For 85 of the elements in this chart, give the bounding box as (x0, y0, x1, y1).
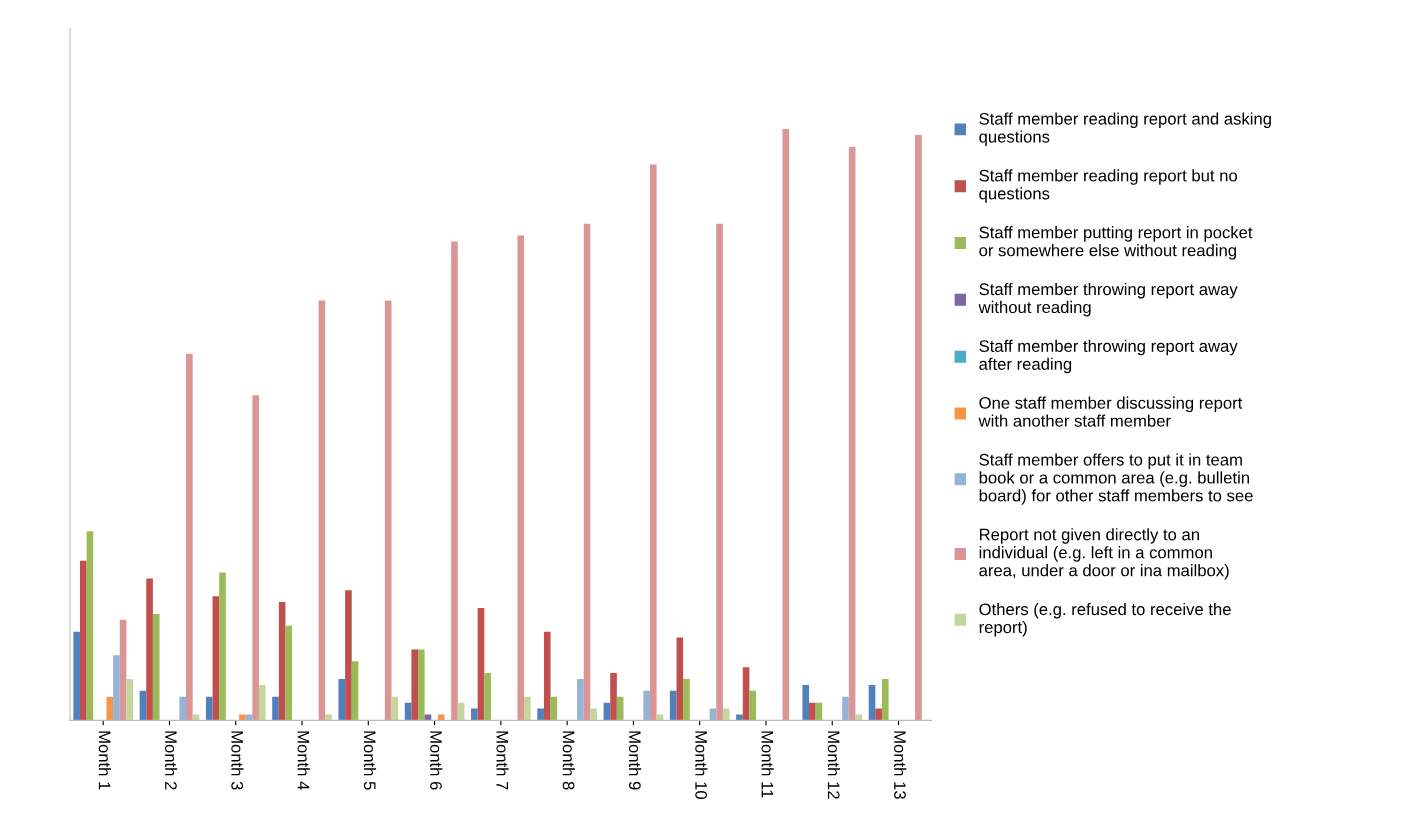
bar (252, 395, 259, 721)
legend-label: Staff member throwing report away without reading (978, 282, 1238, 317)
x-tick-label: Month 2 (164, 731, 178, 790)
bar (736, 714, 743, 721)
bar (113, 655, 120, 721)
x-tick-label: Month 9 (628, 731, 642, 790)
legend-label: One staff member discussing report with another staff member (978, 396, 1243, 427)
bar (86, 531, 94, 721)
bar (192, 714, 200, 721)
x-tick-label: Month 5 (363, 731, 377, 790)
x-tick-label: Month 10 (695, 731, 708, 799)
bar (649, 164, 657, 721)
bar (543, 631, 551, 721)
bar (338, 678, 346, 721)
bar (848, 146, 856, 721)
bar (418, 649, 425, 721)
x-tick-label: Month 6 (430, 731, 443, 790)
bar (272, 696, 279, 721)
bar (73, 631, 80, 721)
legend-label: Staff member reading report and asking questions (979, 112, 1271, 146)
bar (537, 708, 544, 721)
bar (656, 714, 664, 721)
bar (477, 608, 485, 721)
bar (842, 696, 849, 721)
bar (205, 696, 213, 721)
bar (258, 684, 266, 721)
bar (471, 708, 478, 721)
legend-label: Staff member offers to put it in team book or a common area (e.g. bulletin board) for other staff members to see (979, 453, 1253, 505)
bar (186, 353, 193, 721)
bar (285, 625, 293, 721)
legend-label: Staff member reading report but no questions (979, 169, 1238, 203)
x-tick-label: Month 13 (894, 731, 907, 799)
bar (590, 708, 597, 721)
legend-label: Staff member throwing report away after reading (979, 339, 1238, 374)
x-tick-label: Month 4 (297, 731, 310, 790)
bar (245, 714, 253, 721)
legend-label: Others (e.g. refused to receive the report) (979, 602, 1231, 637)
bar (716, 223, 723, 721)
bar (411, 649, 419, 721)
x-tick-label: Month 3 (231, 731, 244, 790)
bar (325, 714, 332, 721)
bar (484, 673, 491, 721)
bar (802, 684, 810, 721)
bar (881, 678, 889, 721)
bar (278, 602, 286, 721)
bar (577, 678, 584, 721)
x-tick-label: Month 1 (98, 731, 111, 790)
bar (683, 678, 690, 721)
bar (437, 714, 445, 721)
bar (676, 637, 684, 721)
bar (855, 714, 863, 721)
bar (219, 572, 226, 721)
x-tick-label: Month 8 (562, 731, 575, 790)
bar (524, 696, 531, 721)
bar (351, 661, 359, 721)
bar (583, 223, 591, 721)
bar (318, 300, 326, 721)
bar (782, 129, 790, 721)
bar (239, 714, 246, 721)
bar (79, 560, 87, 721)
bar (179, 696, 187, 721)
bar (875, 708, 882, 721)
bar (126, 678, 134, 721)
bar (809, 702, 816, 721)
bar (722, 708, 730, 721)
x-tick-label: Month 7 (496, 731, 509, 790)
bar (152, 613, 160, 721)
bar (384, 300, 392, 721)
bar (451, 241, 458, 721)
legend-label: Report not given directly to an individual (e.g. left in a common area, under a door or ina mailbox) (979, 528, 1229, 580)
bar (391, 696, 399, 721)
bar (424, 714, 432, 721)
bar (146, 578, 153, 721)
bar (119, 619, 127, 721)
x-tick-label: Month 11 (761, 731, 774, 798)
bar (643, 690, 650, 721)
x-tick-label: Month 12 (827, 731, 841, 799)
bar (345, 590, 352, 721)
legend-label: Staff member putting report in pocket or somewhere else without reading (979, 226, 1253, 260)
bar (742, 667, 750, 721)
bar (610, 673, 617, 721)
bar (212, 596, 220, 721)
bar (517, 235, 525, 721)
bar (915, 134, 922, 721)
bar (749, 690, 757, 721)
